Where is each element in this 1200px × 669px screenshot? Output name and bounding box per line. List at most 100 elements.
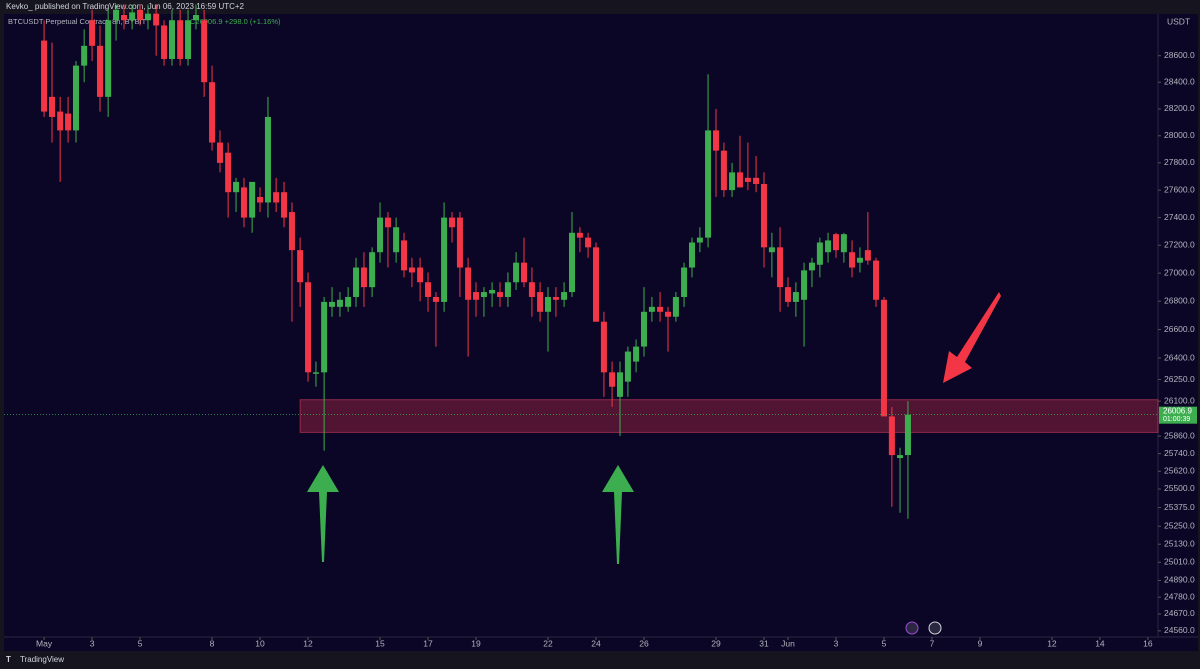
x-tick-label: 24 (591, 638, 601, 648)
y-tick-label: 24670.0 (1164, 608, 1195, 618)
symbol-legend: BTCUSDT Perpetual Contract, 8h, BYBIT (8, 17, 147, 26)
candle-body (729, 172, 736, 191)
candle-body (849, 252, 856, 268)
candle-body (336, 299, 343, 307)
candle-body (113, 9, 120, 21)
event-icon[interactable] (905, 621, 919, 635)
candle-body (545, 296, 552, 312)
candle-body (600, 321, 607, 373)
candle-body (784, 287, 791, 302)
candle-body (576, 232, 583, 238)
candle-body (441, 217, 448, 302)
candle-body (777, 247, 784, 288)
candle-body (664, 311, 671, 317)
x-tick-label: 19 (471, 638, 481, 648)
candle-body (129, 12, 136, 21)
candle-body (705, 130, 712, 238)
candle-body (736, 172, 743, 188)
y-tick-label: 25500.0 (1164, 483, 1195, 493)
candle-body (808, 262, 815, 271)
candle-body (81, 45, 88, 66)
candle-body (904, 414, 911, 456)
y-tick-label: 28600.0 (1164, 50, 1195, 60)
support-zone (299, 399, 1159, 433)
candle-body (561, 292, 568, 300)
candle-body (825, 240, 832, 253)
candle-body (137, 9, 144, 21)
y-tick-label: 27600.0 (1164, 184, 1195, 194)
y-tick-label: 25740.0 (1164, 448, 1195, 458)
candle-body (569, 232, 576, 293)
x-tick-label: 7 (930, 638, 935, 648)
candle-body (473, 292, 480, 300)
candle-body (657, 306, 664, 312)
x-tick-label: Jun (781, 638, 795, 648)
candle-body (161, 25, 168, 60)
candle-body (633, 346, 640, 362)
candle-body (360, 267, 367, 288)
candle-body (856, 257, 863, 263)
x-tick-label: 5 (882, 638, 887, 648)
candle-body (640, 311, 647, 347)
ohlc-legend: C26006.9 +298.0 (+1.16%) (190, 17, 281, 26)
candle-body (144, 13, 151, 21)
candle-body (297, 250, 304, 283)
currency-label: USDT (1167, 16, 1190, 26)
y-tick-label: 26600.0 (1164, 324, 1195, 334)
y-tick-label: 25250.0 (1164, 520, 1195, 530)
x-tick-label: 31 (759, 638, 769, 648)
y-tick-label: 25620.0 (1164, 466, 1195, 476)
x-tick-label: 12 (1047, 638, 1057, 648)
candle-body (288, 212, 295, 251)
header: Kevko_ published on TradingView.com, Jun… (6, 2, 245, 11)
candle-body (105, 20, 112, 97)
candle-body (305, 282, 312, 373)
candle-body (257, 196, 264, 203)
x-tick-label: 16 (1143, 638, 1153, 648)
marks: 28600.0 28400.0 28200.0 28000.0 27800.0 27600… (4, 4, 1195, 648)
candle-body (465, 267, 472, 300)
candle-body (377, 217, 384, 253)
y-tick-label: 28200.0 (1164, 103, 1195, 113)
candle-body (177, 20, 184, 60)
y-tick-label: 25010.0 (1164, 557, 1195, 567)
candle-body (225, 152, 232, 193)
x-tick-label: 14 (1095, 638, 1105, 648)
y-tick-label: 27200.0 (1164, 240, 1195, 250)
candle-body (273, 192, 280, 203)
candle-body (393, 227, 400, 253)
candle-body (489, 289, 496, 294)
x-tick-label: 17 (423, 638, 433, 648)
x-tick-label: 5 (138, 638, 143, 648)
x-tick-label: 15 (375, 638, 385, 648)
candle-body (873, 260, 880, 300)
candle-body (65, 113, 72, 131)
candle-body (832, 234, 839, 251)
y-tick-label: 26400.0 (1164, 352, 1195, 362)
candle-body (384, 217, 391, 228)
x-tick-label: 10 (255, 638, 265, 648)
candle-body (681, 267, 688, 297)
y-tick-label: 26100.0 (1164, 395, 1195, 405)
countdown-label: 01:00:39 (1163, 416, 1190, 423)
candle-body (264, 116, 271, 203)
candle-body (233, 181, 240, 193)
candle-body (760, 183, 767, 248)
candle-body (585, 237, 592, 248)
candle-body (96, 45, 103, 97)
candle-body (353, 267, 360, 297)
candle-body (345, 296, 352, 307)
candle-body (648, 306, 655, 312)
candle-body (521, 262, 528, 283)
candle-body (880, 299, 887, 417)
candle-body (552, 296, 559, 300)
candle-body (209, 82, 216, 143)
y-tick-label: 28400.0 (1164, 76, 1195, 86)
x-tick-label: 12 (303, 638, 313, 648)
x-tick-label: 3 (834, 638, 839, 648)
candle-body (592, 247, 599, 322)
candle-body (864, 250, 871, 261)
x-tick-label: 29 (711, 638, 721, 648)
event-icon[interactable] (928, 621, 942, 635)
candle-body (712, 130, 719, 151)
